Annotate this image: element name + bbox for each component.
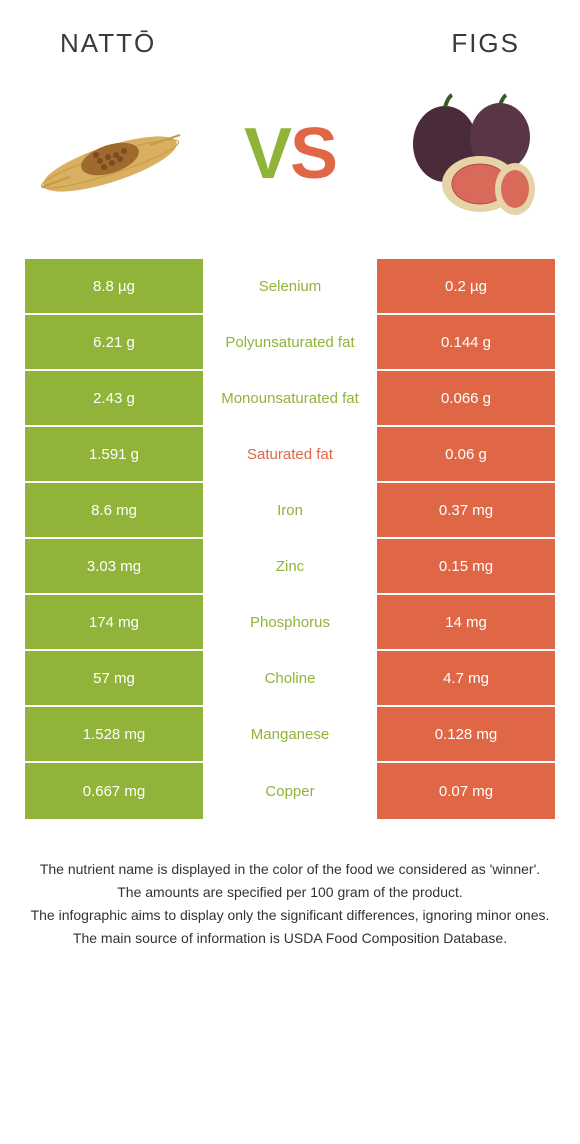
right-value: 0.15 mg (377, 539, 555, 593)
nutrient-name: Polyunsaturated fat (203, 315, 377, 369)
table-row: 6.21 gPolyunsaturated fat0.144 g (25, 315, 555, 371)
vs-label: VS (244, 113, 336, 195)
left-value: 57 mg (25, 651, 203, 705)
right-food-title: Figs (451, 28, 520, 59)
nutrient-name: Copper (203, 763, 377, 819)
footer-line-4: The main source of information is USDA F… (25, 928, 555, 949)
table-row: 174 mgPhosphorus14 mg (25, 595, 555, 651)
right-value: 0.06 g (377, 427, 555, 481)
figs-icon (390, 89, 550, 219)
left-value: 8.6 mg (25, 483, 203, 537)
left-food-title: nattō (60, 28, 156, 59)
table-row: 2.43 gMonounsaturated fat0.066 g (25, 371, 555, 427)
left-value: 8.8 µg (25, 259, 203, 313)
right-value: 0.07 mg (377, 763, 555, 819)
images-row: VS (0, 69, 580, 259)
left-value: 3.03 mg (25, 539, 203, 593)
comparison-table: 8.8 µgSelenium0.2 µg6.21 gPolyunsaturate… (25, 259, 555, 819)
left-value: 1.528 mg (25, 707, 203, 761)
left-value: 6.21 g (25, 315, 203, 369)
nutrient-name: Choline (203, 651, 377, 705)
left-value: 174 mg (25, 595, 203, 649)
header: nattō Figs (0, 0, 580, 69)
natto-image (30, 89, 190, 219)
table-row: 0.667 mgCopper0.07 mg (25, 763, 555, 819)
right-value: 0.37 mg (377, 483, 555, 537)
footer-notes: The nutrient name is displayed in the co… (25, 859, 555, 949)
left-value: 2.43 g (25, 371, 203, 425)
table-row: 1.591 gSaturated fat0.06 g (25, 427, 555, 483)
footer-line-2: The amounts are specified per 100 gram o… (25, 882, 555, 903)
table-row: 3.03 mgZinc0.15 mg (25, 539, 555, 595)
nutrient-name: Manganese (203, 707, 377, 761)
vs-s: S (290, 114, 336, 194)
nutrient-name: Monounsaturated fat (203, 371, 377, 425)
table-row: 8.8 µgSelenium0.2 µg (25, 259, 555, 315)
vs-v: V (244, 114, 290, 194)
right-value: 0.2 µg (377, 259, 555, 313)
footer-line-1: The nutrient name is displayed in the co… (25, 859, 555, 880)
right-value: 14 mg (377, 595, 555, 649)
left-value: 1.591 g (25, 427, 203, 481)
figs-image (390, 89, 550, 219)
footer-line-3: The infographic aims to display only the… (25, 905, 555, 926)
left-value: 0.667 mg (25, 763, 203, 819)
nutrient-name: Zinc (203, 539, 377, 593)
table-row: 8.6 mgIron0.37 mg (25, 483, 555, 539)
natto-icon (30, 89, 190, 219)
right-value: 0.144 g (377, 315, 555, 369)
table-row: 57 mgCholine4.7 mg (25, 651, 555, 707)
right-value: 4.7 mg (377, 651, 555, 705)
nutrient-name: Phosphorus (203, 595, 377, 649)
nutrient-name: Selenium (203, 259, 377, 313)
nutrient-name: Saturated fat (203, 427, 377, 481)
nutrient-name: Iron (203, 483, 377, 537)
right-value: 0.128 mg (377, 707, 555, 761)
right-value: 0.066 g (377, 371, 555, 425)
table-row: 1.528 mgManganese0.128 mg (25, 707, 555, 763)
